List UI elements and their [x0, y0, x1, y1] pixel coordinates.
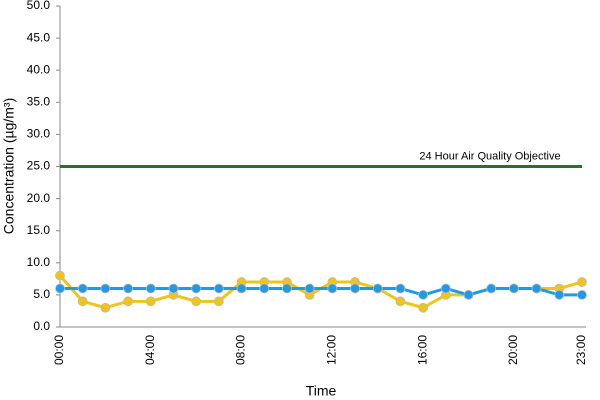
data-point: [213, 283, 224, 294]
x-tick-label: 16:00: [415, 335, 429, 365]
data-point: [77, 283, 88, 294]
x-tick-label: 12:00: [325, 335, 339, 365]
x-axis-title: Time: [306, 383, 337, 399]
x-tick-label: 00:00: [52, 335, 66, 365]
data-point: [168, 283, 179, 294]
data-point: [486, 283, 497, 294]
y-tick-label: 25.0: [27, 159, 51, 173]
y-tick-label: 35.0: [27, 94, 51, 108]
data-point: [123, 296, 133, 307]
data-point: [77, 296, 88, 307]
data-point: [100, 283, 111, 294]
data-point: [463, 289, 474, 300]
reference-label: 24 Hour Air Quality Objective: [419, 150, 560, 162]
y-tick-label: 10.0: [27, 255, 51, 269]
data-point: [145, 296, 156, 307]
y-tick-label: 45.0: [27, 30, 51, 44]
y-tick-label: 50.0: [27, 0, 51, 12]
data-point: [577, 289, 587, 300]
x-tick-label: 08:00: [234, 335, 248, 365]
data-point: [554, 289, 565, 300]
y-axis-title: Concentration (µg/m³): [1, 98, 17, 234]
x-tick-label: 20:00: [506, 335, 520, 365]
data-point: [123, 283, 133, 294]
data-point: [531, 283, 542, 294]
data-point: [577, 277, 587, 287]
x-tick-label: 23:00: [574, 335, 588, 365]
data-point: [236, 283, 247, 294]
data-point: [327, 283, 338, 294]
y-tick-label: 0.0: [33, 319, 50, 333]
data-point: [191, 283, 202, 294]
x-tick-label: 04:00: [143, 335, 157, 365]
data-point: [440, 283, 451, 294]
data-point: [259, 283, 270, 294]
data-point: [418, 302, 429, 313]
data-point: [372, 283, 383, 294]
data-point: [145, 283, 156, 294]
y-tick-label: 40.0: [27, 62, 51, 76]
data-point: [55, 270, 65, 281]
y-tick-label: 5.0: [33, 287, 50, 301]
data-point: [350, 283, 360, 294]
y-tick-label: 20.0: [27, 191, 51, 205]
data-point: [213, 296, 224, 307]
y-tick-label: 15.0: [27, 223, 51, 237]
data-point: [395, 283, 406, 294]
data-point: [304, 283, 315, 294]
data-point: [418, 289, 429, 300]
data-point: [191, 296, 202, 307]
data-point: [100, 302, 111, 313]
data-point: [395, 296, 406, 307]
data-point: [55, 283, 65, 294]
data-point: [282, 283, 292, 294]
series-line: [60, 286, 582, 297]
y-tick-label: 30.0: [27, 127, 51, 141]
series-line: [58, 274, 583, 310]
data-point: [509, 283, 519, 294]
